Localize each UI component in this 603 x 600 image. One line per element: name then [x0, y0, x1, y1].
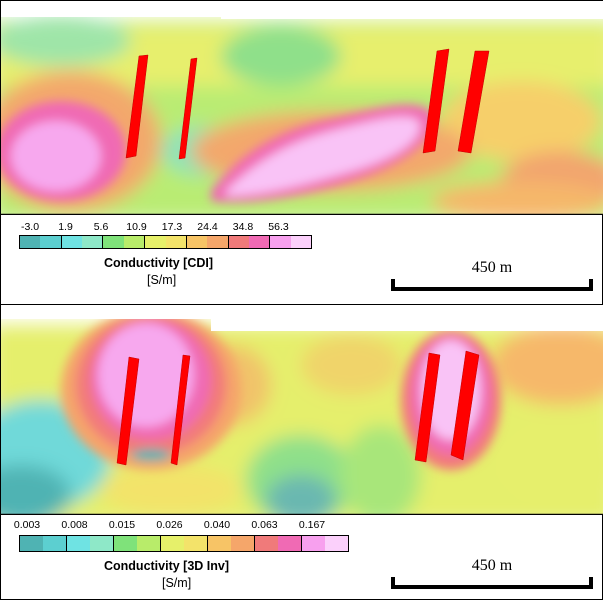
panel-3d-inv: 0.003 0.008 0.015 0.026 0.040 0.063 0.167 Cond…: [0, 304, 603, 600]
legend-title: Conductivity [CDI]: [104, 256, 214, 270]
scale-tick-left: [391, 279, 395, 291]
colorbar-cell: [114, 536, 137, 551]
legend-cdi: -3.0 1.9 5.6 10.9 17.3 24.4 34.8 56.3 Conductiv…: [19, 221, 314, 301]
colorbar-cell: [20, 236, 41, 248]
legend-tick-label: 17.3: [161, 221, 183, 233]
colorbar-cell: [228, 236, 249, 248]
colorbar-cell: [290, 236, 312, 248]
colorbar-cell: [67, 536, 90, 551]
scale-line: [391, 585, 593, 589]
conductor-plate: [422, 48, 450, 154]
colorbar-cell: [40, 236, 62, 248]
colorbar-cell: [325, 536, 348, 551]
colorbar-cell: [207, 236, 229, 248]
legend-tick-label: 0.008: [61, 519, 88, 531]
legend-ticks: 0.003 0.008 0.015 0.026 0.040 0.063 0.167: [14, 519, 349, 531]
colorbar-cell: [165, 236, 187, 248]
legend-tick-label: 0.040: [203, 519, 231, 531]
scale-tick-left: [391, 577, 395, 589]
conductor-plate: [457, 50, 490, 154]
scale-label: 450 m: [471, 259, 513, 276]
colorbar-cell: [302, 536, 325, 551]
scale-tick-right: [589, 279, 593, 291]
legend-tick-label: 0.063: [251, 519, 278, 531]
conductor-plate: [170, 354, 191, 466]
scale-line: [391, 287, 593, 291]
colorbar-cell: [103, 236, 124, 248]
scale-bar: 450 m: [387, 555, 597, 595]
colorbar-cell: [186, 236, 208, 248]
scale-tick-right: [589, 577, 593, 589]
scale-label: 450 m: [471, 557, 513, 574]
conductivity-map-3d-inv: [1, 305, 603, 515]
colorbar-cell: [61, 236, 83, 248]
legend-tick-label: 0.003: [13, 519, 41, 531]
colorbar-cell: [278, 536, 302, 551]
panel-cdi: -3.0 1.9 5.6 10.9 17.3 24.4 34.8 56.3 Conductiv…: [0, 0, 603, 305]
legend-tick-label: -3.0: [20, 221, 40, 233]
conductivity-map-cdi: [1, 1, 603, 215]
colorbar-cell: [270, 236, 291, 248]
colorbar-cell: [248, 236, 271, 248]
colorbar-cell: [123, 236, 146, 248]
legend-tick-label: 5.6: [93, 221, 109, 233]
conductor-plate: [178, 57, 198, 160]
legend-3d-inv: 0.003 0.008 0.015 0.026 0.040 0.063 0.167 Cond…: [14, 519, 349, 599]
legend-tick-label: 24.4: [197, 221, 218, 233]
colorbar-cell: [90, 536, 114, 551]
conductor-plate: [125, 54, 149, 159]
colorbar-cell: [82, 236, 104, 248]
legend-tick-label: 1.9: [58, 221, 73, 233]
legend-ticks: -3.0 1.9 5.6 10.9 17.3 24.4 34.8 56.3: [19, 221, 314, 233]
legend-tick-label: 10.9: [126, 221, 147, 233]
legend-tick-label: 0.015: [108, 519, 136, 531]
legend-tick-label: 56.3: [268, 221, 289, 233]
colorbar-cell: [231, 536, 255, 551]
colorbar-cell: [161, 536, 184, 551]
legend-title: Conductivity [3D Inv]: [104, 559, 230, 573]
conductor-plate: [116, 356, 140, 466]
legend-unit: [S/m]: [162, 576, 192, 590]
colorbar-cell: [43, 536, 67, 551]
colorbar-cell: [255, 536, 278, 551]
colorbar-cdi: [19, 235, 312, 249]
colorbar-cell: [137, 536, 161, 551]
legend-unit: [S/m]: [147, 273, 177, 287]
colorbar-cell: [145, 236, 166, 248]
colorbar-cell: [20, 536, 43, 551]
conductor-plate: [450, 350, 480, 461]
colorbar-3d-inv: [19, 535, 349, 552]
colorbar-cell: [184, 536, 208, 551]
legend-tick-label: 0.026: [156, 519, 183, 531]
legend-tick-label: 0.167: [298, 519, 326, 531]
conductor-plate: [414, 352, 441, 463]
colorbar-cell: [208, 536, 231, 551]
scale-bar: 450 m: [387, 257, 597, 297]
legend-tick-label: 34.8: [232, 221, 254, 233]
